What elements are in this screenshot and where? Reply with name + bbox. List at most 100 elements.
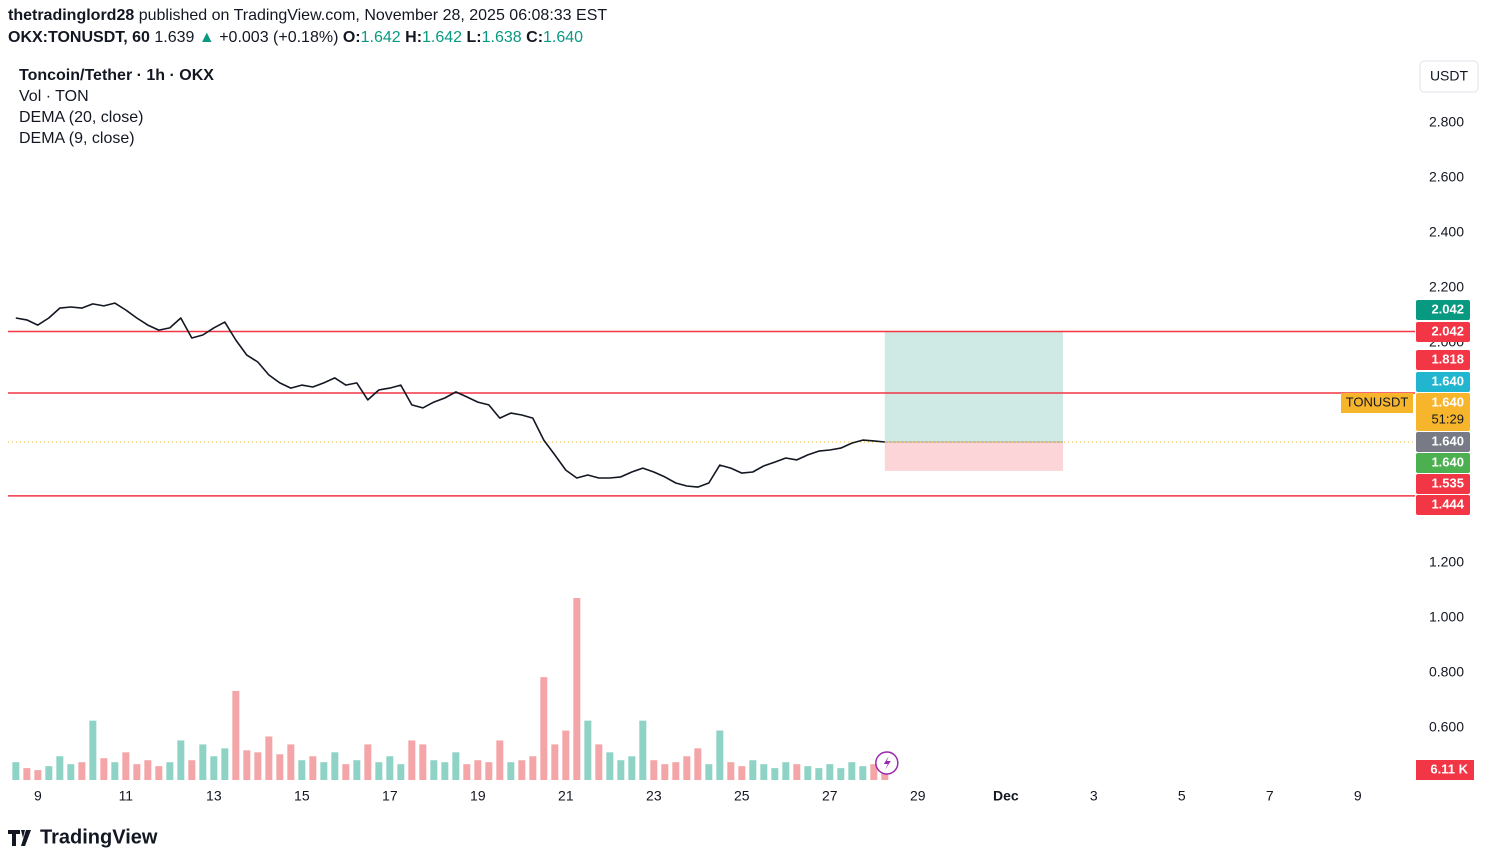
volume-bar [45,766,53,780]
price-label-box [1416,453,1470,473]
volume-bar [507,762,515,780]
volume-bar [595,744,603,780]
price-label-box [1416,372,1470,392]
loss-zone [884,442,1064,471]
volume-label-box [1416,760,1474,780]
symbol-tag-box [1341,393,1413,413]
h-label: H: [405,29,422,46]
volume-bar [815,768,823,780]
volume-bar [397,764,405,780]
alert-bolt [883,756,891,770]
volume-bar [364,744,372,780]
author: thetradinglord28 [8,7,134,24]
x-tick-label: 13 [206,788,222,804]
volume-bar [771,768,779,780]
volume-bar [100,758,108,780]
volume-bar [34,770,42,780]
volume-bar [485,762,493,780]
header-line: thetradinglord28 published on TradingVie… [8,7,607,24]
currency-button[interactable] [1419,60,1479,93]
volume-bar [870,764,878,780]
profit-zone [884,331,1064,443]
volume-bar [551,744,559,780]
volume-bar [694,748,702,780]
volume-bar [243,750,251,780]
volume-bar [584,720,592,780]
volume-bar [221,748,229,780]
x-tick-label: 23 [646,788,662,804]
x-tick-label: 27 [822,788,838,804]
volume-bar [331,752,339,780]
price-line [15,302,885,488]
o: 1.642 [361,29,401,46]
symbol: OKX:TONUSDT, 60 [8,29,150,46]
volume-bar [859,766,867,780]
x-tick-label: 11 [119,788,134,804]
volume-bar [298,760,306,780]
y-tick-label: 0.600 [1429,719,1464,735]
volume-bar [23,768,31,780]
volume-bar [474,760,482,780]
currency-label: USDT [1430,68,1469,84]
volume-label: 6.11 K [1430,761,1468,776]
volume-bar [309,756,317,780]
x-tick-label: 17 [382,788,398,804]
volume-bar [639,720,647,780]
price-label: 1.640 [1431,433,1464,448]
symbol-tag: TONUSDT [1346,394,1409,409]
volume-bar [804,766,812,780]
volume-bar [848,762,856,780]
price-label: 1.818 [1431,351,1464,366]
volume-bar [254,752,262,780]
volume-bar [683,756,691,780]
volume-bar [529,756,537,780]
x-tick-label: 9 [1354,788,1362,804]
volume-bar [826,764,834,780]
volume-bar [760,764,768,780]
c-label: C: [526,29,543,46]
price-label: 1.535 [1431,475,1464,490]
volume-bar [375,762,383,780]
x-tick-label: 25 [734,788,750,804]
volume-bar [232,690,240,780]
volume-bar [793,764,801,780]
volume-bar [617,760,625,780]
volume-bar [89,720,97,780]
volume-bar [441,762,449,780]
volume-bar [738,766,746,780]
brand-logo [8,830,31,846]
y-tick-label: 2.800 [1429,114,1464,130]
volume-bar [430,760,438,780]
legend-indicator: DEMA (9, close) [19,130,135,147]
l: 1.638 [482,29,522,46]
volume-bar [650,760,658,780]
x-tick-label: 21 [558,788,574,804]
volume-bar [540,677,548,780]
y-tick-label: 2.400 [1429,224,1464,240]
volume-bar [12,762,20,780]
volume-bar [265,736,273,780]
arrow: ▲ [199,29,215,46]
x-tick-label: 19 [470,788,486,804]
volume-bar [749,760,757,780]
volume-bar [177,740,185,780]
plot-area: 2.8002.6002.4002.2002.0001.2001.0000.800… [8,114,1474,804]
change: +0.003 (+0.18%) [219,29,338,46]
volume-bar [716,730,724,780]
price-label: 1.444 [1431,496,1464,511]
volume-bar [518,760,526,780]
volume-bar [144,760,152,780]
price-label-box [1416,495,1470,515]
volume-bar [782,762,790,780]
c: 1.640 [543,29,583,46]
legend-volume: Vol · TON [19,88,89,105]
volume-bar [188,760,196,780]
volume-bar [727,762,735,780]
volume-bar [133,764,141,780]
y-tick-label: 1.000 [1429,609,1464,625]
volume-bar [628,756,636,780]
volume-bar [320,762,328,780]
volume-bar [166,762,174,780]
price: 1.639 [154,29,194,46]
